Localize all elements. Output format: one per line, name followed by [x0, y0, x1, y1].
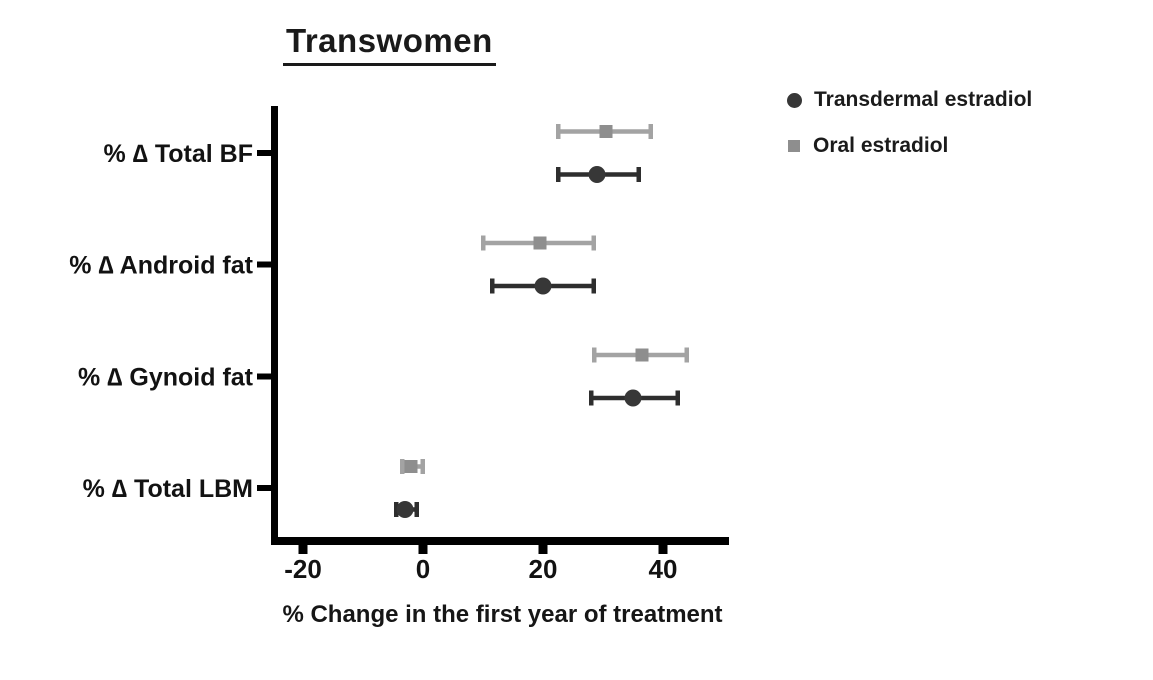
- data-point-square: [404, 460, 418, 473]
- circle-marker-icon: [787, 92, 802, 108]
- x-tick-mark: [538, 545, 548, 554]
- error-bar-cap: [490, 278, 495, 294]
- legend-item-oral-estradiol: Oral estradiol: [787, 133, 1032, 159]
- x-axis-label: % Change in the first year of treatment: [282, 601, 723, 628]
- error-bar-cap: [481, 235, 486, 251]
- error-bar-cap: [648, 124, 653, 139]
- error-bar-cap: [420, 459, 425, 474]
- data-point-circle: [588, 166, 606, 183]
- y-category-label: % ∆ Total LBM: [83, 475, 253, 503]
- error-bar-cap: [675, 390, 680, 406]
- y-category-label: % ∆ Android fat: [69, 252, 253, 280]
- error-bar-cap: [589, 390, 594, 406]
- error-bar-cap: [556, 124, 561, 139]
- chart-title: Transwomen: [283, 22, 496, 66]
- x-tick-mark: [418, 545, 428, 554]
- square-marker-icon: [788, 140, 800, 152]
- y-category-label: % ∆ Total BF: [103, 140, 253, 168]
- y-tick-mark: [257, 485, 271, 491]
- y-tick-mark: [257, 150, 271, 156]
- legend-label: Oral estradiol: [813, 134, 949, 157]
- x-tick-mark: [658, 545, 668, 554]
- x-tick-label: 40: [649, 554, 678, 584]
- y-tick-mark: [257, 261, 271, 268]
- error-bar-cap: [400, 459, 405, 474]
- x-tick-label: 20: [529, 554, 558, 584]
- x-tick-mark: [298, 545, 308, 554]
- x-axis-line: [271, 537, 729, 545]
- error-bar-cap: [394, 502, 399, 517]
- error-bar-cap: [636, 167, 641, 182]
- series-transdermal-estradiol: [394, 166, 680, 518]
- legend: Transdermal estradiol Oral estradiol: [787, 87, 1032, 179]
- data-point-square: [635, 348, 649, 362]
- error-bar-cap: [684, 347, 689, 363]
- x-tick-label: -20: [284, 554, 322, 584]
- y-tick-mark: [257, 373, 271, 380]
- error-bar-cap: [592, 347, 597, 363]
- data-point-circle: [624, 389, 642, 407]
- data-point-square: [599, 125, 613, 138]
- series-oral-estradiol: [400, 124, 689, 474]
- error-bar-cap: [591, 278, 596, 294]
- data-point-circle: [534, 277, 552, 295]
- error-bar-cap: [556, 167, 561, 182]
- legend-item-transdermal-estradiol: Transdermal estradiol: [787, 87, 1032, 113]
- data-point-circle: [396, 501, 414, 518]
- error-bar-cap: [414, 502, 419, 517]
- y-axis-line: [271, 106, 278, 545]
- data-point-square: [533, 236, 547, 250]
- error-bar-cap: [591, 235, 596, 251]
- x-tick-label: 0: [416, 554, 430, 584]
- legend-label: Transdermal estradiol: [814, 88, 1033, 111]
- y-category-label: % ∆ Gynoid fat: [78, 364, 254, 392]
